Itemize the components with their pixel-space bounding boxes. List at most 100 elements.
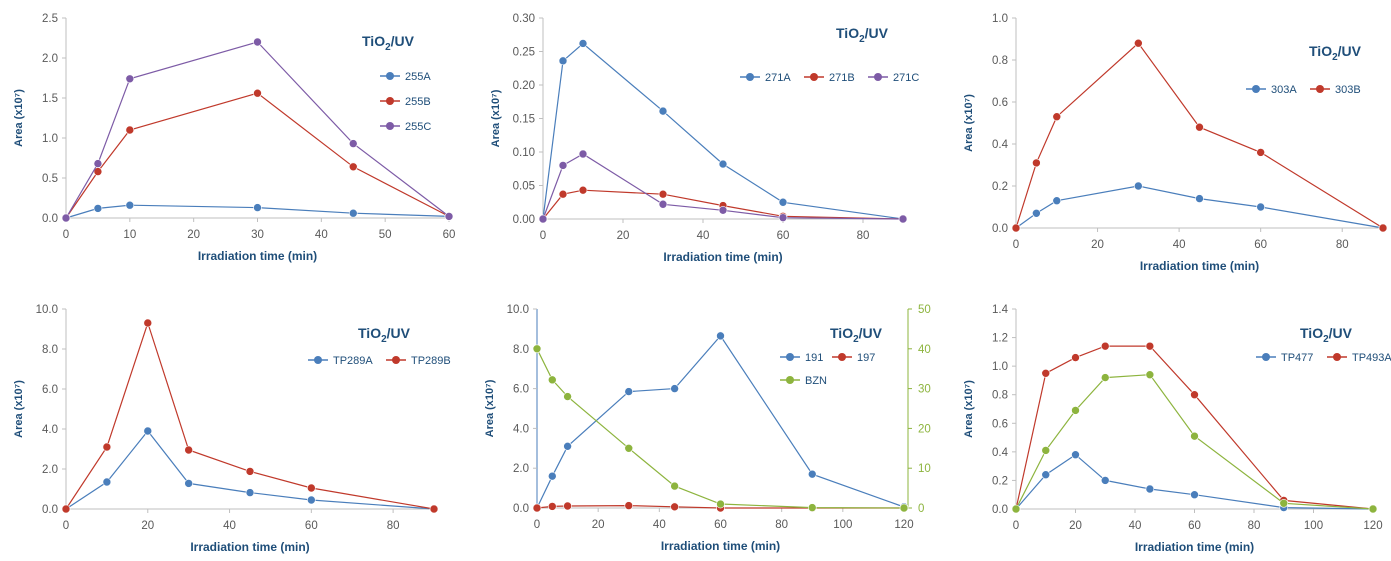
data-point-303a: [1256, 202, 1265, 212]
data-point-255a: [93, 204, 103, 213]
series-line-tp493a: [1015, 345, 1374, 510]
x-axis-title: Irradiation time (min): [190, 540, 309, 554]
y-tick-label: 1.4: [992, 304, 1009, 316]
y-axis-title: Area (x10⁷): [484, 379, 496, 437]
data-point-tp289b: [429, 504, 439, 514]
data-point-271c: [558, 161, 568, 170]
x-tick-label: 0: [63, 229, 69, 241]
x-tick-label: 20: [187, 229, 200, 241]
data-point-271a: [558, 56, 568, 66]
data-point-bzn: [547, 375, 557, 385]
legend-label-255a: 255A: [405, 71, 431, 83]
legend-marker-255b: [386, 97, 394, 105]
x-tick-label: 0: [540, 230, 546, 242]
legend-marker-tp289a: [314, 356, 322, 364]
data-point-tp493a: [1100, 341, 1110, 351]
y-tick-label: 0.0: [513, 503, 529, 515]
data-point-tp289a: [143, 426, 153, 436]
x-tick-label: 80: [857, 230, 870, 242]
data-point-303b: [1378, 223, 1388, 233]
y-tick-label: 2.0: [42, 464, 58, 476]
chart-title: TiO2/UV: [362, 33, 415, 53]
y-tick-label: 0.4: [992, 447, 1009, 459]
data-point-271c: [538, 214, 548, 224]
legend-marker-bzn: [786, 376, 794, 384]
legend-marker-255c: [386, 122, 394, 130]
data-point-303a: [1052, 196, 1062, 205]
chart-title: TiO2/UV: [830, 325, 883, 345]
y-tick-label: 0.20: [513, 80, 535, 92]
y-tick-label: 1.0: [992, 13, 1008, 25]
data-point-unnamed-3: [1011, 504, 1021, 514]
series-line-255a: [65, 204, 450, 219]
data-point-255a: [253, 203, 262, 212]
legend-label-tp289b: TP289B: [411, 355, 451, 367]
legend-marker-tp477: [1262, 353, 1270, 361]
chart-panel-3: 0.0 0.2 0.4 0.6 0.8 1.0 0 20 40 60 80 Irradiation t…: [963, 13, 1388, 273]
data-point-tp477: [1100, 476, 1110, 485]
data-point-tp289a: [245, 488, 255, 497]
x-tick-label: 20: [1091, 239, 1104, 251]
x-tick-label: 80: [775, 519, 788, 531]
data-point-unnamed-3: [1071, 406, 1080, 415]
data-point-191: [547, 471, 557, 481]
x-tick-label: 60: [305, 520, 318, 532]
legend-marker-271b: [810, 73, 818, 81]
data-point-tp289b: [307, 483, 316, 493]
data-point-bzn: [624, 443, 634, 453]
data-point-271c: [658, 199, 668, 209]
legend-marker-303b: [1316, 85, 1324, 93]
data-point-255a: [125, 200, 135, 210]
y-axis-title: Area (x10⁷): [490, 89, 502, 147]
chart-title: TiO2/UV: [1300, 325, 1353, 345]
y-tick-label: 0.8: [992, 390, 1008, 402]
legend-label-303a: 303A: [1271, 84, 1297, 96]
data-point-tp493a: [1071, 353, 1080, 362]
legend-marker-271a: [746, 73, 754, 81]
y-tick-label: 6.0: [513, 384, 529, 396]
x-tick-label: 10: [123, 229, 136, 241]
x-tick-label: 40: [697, 230, 710, 242]
data-point-tp289b: [61, 504, 71, 514]
data-point-tp289b: [245, 467, 255, 476]
legend-label-255b: 255B: [405, 96, 431, 108]
x-tick-label: 80: [387, 520, 400, 532]
data-point-271b: [658, 189, 668, 199]
chart-panel-2: 0.00 0.05 0.10 0.15 0.20 0.25 0.30 0 20 40 60 80 Irr…: [490, 13, 919, 264]
legend-marker-191: [786, 353, 794, 361]
x-tick-label: 0: [534, 519, 540, 531]
data-point-271b: [558, 189, 568, 199]
data-point-unnamed-3: [1100, 373, 1110, 382]
data-point-197: [532, 503, 542, 513]
y-tick-label: 0.8: [992, 55, 1008, 67]
data-point-191: [624, 387, 634, 396]
data-point-tp477: [1190, 490, 1199, 500]
data-point-303b: [1195, 122, 1204, 132]
y2-tick-label: 10: [918, 463, 931, 475]
legend-label-191: 191: [805, 352, 823, 364]
data-point-tp289b: [184, 445, 193, 455]
y-tick-label: 2.5: [42, 13, 58, 25]
y2-tick-label: 20: [918, 423, 931, 435]
legend-marker-255a: [386, 72, 394, 80]
chart-title: TiO2/UV: [358, 325, 411, 345]
legend-marker-271c: [874, 73, 882, 81]
data-point-tp493a: [1145, 341, 1155, 351]
series-line-255b: [65, 92, 450, 219]
legend-label-bzn: BZN: [805, 375, 827, 387]
data-point-unnamed-3: [1190, 431, 1199, 441]
data-point-tp289b: [143, 318, 153, 328]
x-tick-label: 40: [1173, 239, 1186, 251]
y2-tick-label: 0: [918, 503, 924, 515]
legend-marker-tp493a: [1333, 353, 1341, 361]
data-point-303b: [1052, 112, 1062, 121]
y-tick-label: 4.0: [42, 424, 58, 436]
data-point-191: [807, 469, 817, 479]
series-line-tp289b: [65, 321, 435, 510]
data-point-303b: [1032, 158, 1041, 168]
legend-marker-303a: [1252, 85, 1260, 93]
x-tick-label: 120: [1363, 520, 1382, 532]
y2-tick-label: 30: [918, 384, 931, 396]
y-tick-label: 2.0: [513, 463, 529, 475]
y-tick-label: 4.0: [513, 423, 529, 435]
